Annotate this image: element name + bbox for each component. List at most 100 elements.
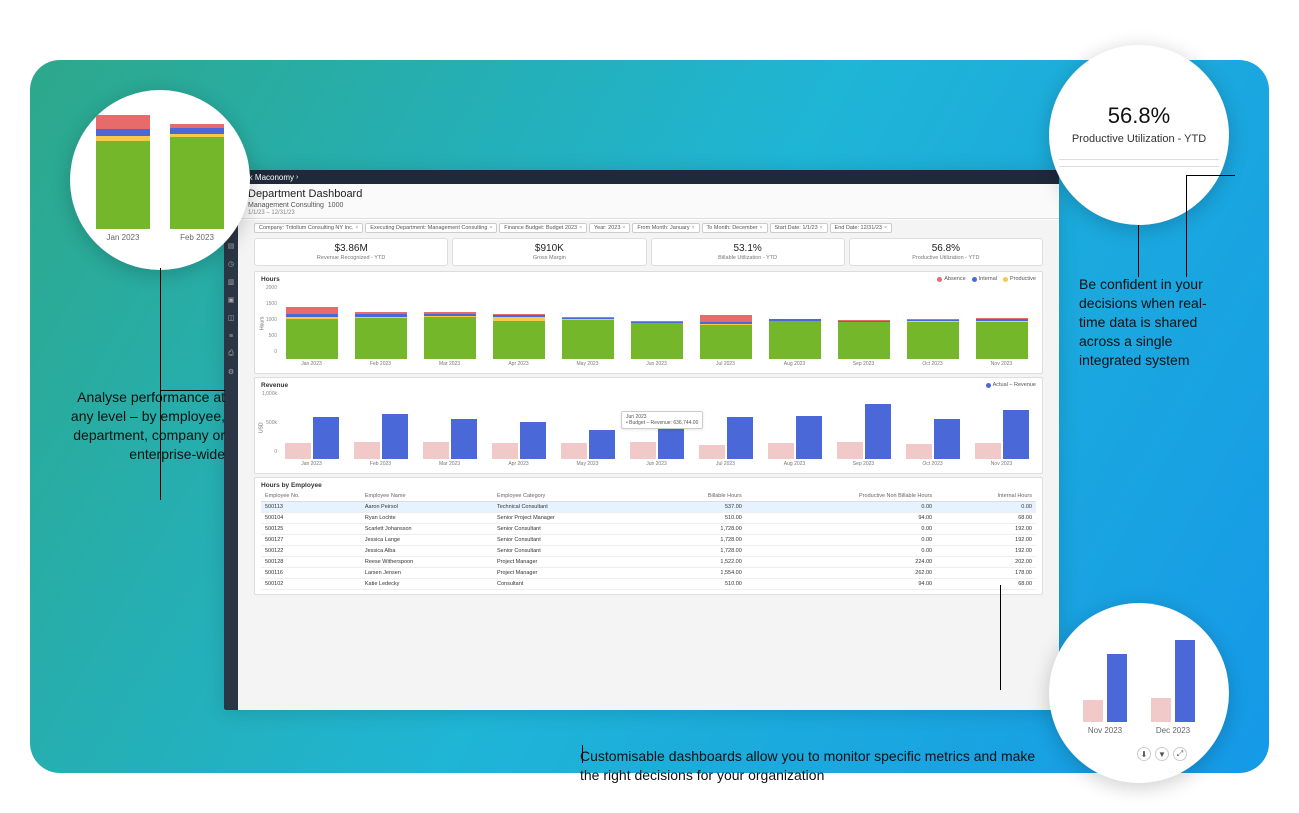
table-row[interactable]: 500102Katie LedeckyConsultant510.0094.00… — [261, 579, 1036, 590]
x-label: Jan 2023 — [301, 361, 322, 367]
chart-bar-column[interactable]: Jan 2023 — [279, 417, 344, 467]
table-header[interactable]: Employee No. — [261, 491, 361, 502]
table-header[interactable]: Billable Hours — [647, 491, 745, 502]
chart-bar-column[interactable]: Aug 2023 — [762, 416, 827, 467]
chart-toolbar: ⬇ ▼ ⤢ — [1137, 747, 1187, 761]
chart-bar-column[interactable]: Feb 2023 — [348, 312, 413, 367]
callout-bar: Feb 2023 — [170, 124, 224, 242]
stacked-bar — [355, 312, 407, 359]
table-row[interactable]: 500113Aaron PeirsolTechnical Consultant5… — [261, 502, 1036, 513]
filter-chip[interactable]: To Month: December× — [702, 223, 768, 233]
chart-bar-column[interactable]: Aug 2023 — [762, 319, 827, 367]
table-row[interactable]: 500104Ryan LochteSenior Project Manager5… — [261, 513, 1036, 524]
close-icon[interactable]: × — [820, 225, 823, 231]
print-icon[interactable]: ⎙ — [227, 350, 235, 358]
x-label: Feb 2023 — [370, 361, 391, 367]
stacked-bar — [424, 312, 476, 359]
x-label: Jun 2023 — [646, 461, 667, 467]
legend-item: Productive — [1003, 276, 1036, 282]
filter-chip[interactable]: From Month: January× — [632, 223, 699, 233]
hours-legend: AbsenceInternalProductive — [937, 276, 1036, 282]
download-icon[interactable]: ⬇ — [1137, 747, 1151, 761]
chart-bar-column[interactable]: Jul 2023 — [693, 315, 758, 367]
chart-bar-column[interactable]: Oct 2023 — [900, 319, 965, 367]
x-label: Jul 2023 — [716, 461, 735, 467]
filter-chip[interactable]: Year: 2023× — [589, 223, 630, 233]
filter-chip[interactable]: End Date: 12/31/23× — [830, 223, 892, 233]
close-icon[interactable]: × — [622, 225, 625, 231]
table-header[interactable]: Internal Hours — [936, 491, 1036, 502]
table-row[interactable]: 500127Jessica LangeSenior Consultant1,72… — [261, 535, 1036, 546]
chart-bar-column[interactable]: Mar 2023 — [417, 312, 482, 367]
kpi-card[interactable]: 53.1%Billable Utilization - YTD — [651, 238, 845, 266]
table-header[interactable]: Productive Non Billable Hours — [746, 491, 936, 502]
chart-bar-column[interactable]: May 2023 — [555, 317, 620, 367]
kpi-card[interactable]: $910KGross Margin — [452, 238, 646, 266]
chart-bar-column[interactable]: Jun 2023 — [624, 321, 689, 367]
connector-line — [160, 390, 161, 500]
kpi-value: $910K — [457, 243, 641, 254]
chart-bar-column[interactable]: Nov 2023 — [969, 318, 1034, 367]
chart-bar-column[interactable]: Apr 2023 — [486, 422, 551, 467]
divider — [1059, 166, 1219, 167]
grouped-bars — [417, 419, 482, 459]
x-label: Jul 2023 — [716, 361, 735, 367]
chart-bar-column[interactable]: Oct 2023 — [900, 419, 965, 467]
kpi-card[interactable]: $3.86MRevenue Recognized - YTD — [254, 238, 448, 266]
page-title: Department Dashboard — [248, 188, 1049, 200]
chart-bar-column[interactable]: Sep 2023 — [831, 320, 896, 367]
chart-bar-column[interactable]: Jun 2023 — [624, 424, 689, 467]
filter-chip[interactable]: Start Date: 1/1/23× — [770, 223, 828, 233]
x-label: Nov 2023 — [991, 461, 1012, 467]
revenue-panel: Revenue Actual – Revenue 1,000k500k0 USD… — [254, 377, 1043, 474]
chart-bar-column[interactable]: Apr 2023 — [486, 314, 551, 367]
stacked-bar — [493, 314, 545, 359]
kpi-card[interactable]: 56.8%Productive Utilization - YTD — [849, 238, 1043, 266]
chart-bar-column[interactable]: Mar 2023 — [417, 419, 482, 467]
filter-chip[interactable]: Finance Budget: Budget 2023× — [499, 223, 587, 233]
close-icon[interactable]: × — [489, 225, 492, 231]
filter-icon[interactable]: ▼ — [1155, 747, 1169, 761]
gear-icon[interactable]: ⚙ — [227, 368, 235, 376]
close-icon[interactable]: × — [692, 225, 695, 231]
hours-title: Hours — [261, 276, 1036, 283]
table-row[interactable]: 500128Reese WitherspoonProject Manager1,… — [261, 557, 1036, 568]
chart-bar-column[interactable]: Nov 2023 — [969, 410, 1034, 467]
close-icon[interactable]: × — [760, 225, 763, 231]
folder-icon[interactable]: ▣ — [227, 296, 235, 304]
connector-line — [160, 268, 161, 390]
grouped-bars — [831, 404, 896, 459]
expand-icon[interactable]: ⤢ — [1173, 747, 1187, 761]
hours-panel: Hours AbsenceInternalProductive 20001500… — [254, 271, 1043, 374]
x-label: Apr 2023 — [508, 461, 528, 467]
x-label: Apr 2023 — [508, 361, 528, 367]
chart-tooltip: Jun 2023 • Budget – Revenue: 636,744.00 — [621, 411, 703, 429]
x-label: Aug 2023 — [784, 361, 805, 367]
kpi-value: 53.1% — [656, 243, 840, 254]
stacked-bar — [700, 315, 752, 359]
table-row[interactable]: 500125Scarlett JohanssonSenior Consultan… — [261, 524, 1036, 535]
chart-bar-column[interactable]: Jan 2023 — [279, 307, 344, 367]
x-label: Sep 2023 — [853, 361, 874, 367]
chart-bar-column[interactable]: Feb 2023 — [348, 414, 413, 467]
graph-icon[interactable]: ◫ — [227, 314, 235, 322]
close-icon[interactable]: × — [579, 225, 582, 231]
close-icon[interactable]: × — [884, 225, 887, 231]
chart-bar-column[interactable]: Sep 2023 — [831, 404, 896, 467]
close-icon[interactable]: × — [355, 225, 358, 231]
chart-bar-column[interactable]: May 2023 — [555, 430, 620, 467]
callout-bar: Nov 2023 — [1083, 654, 1127, 735]
table-header[interactable]: Employee Category — [493, 491, 647, 502]
table-header[interactable]: Employee Name — [361, 491, 493, 502]
doc-icon[interactable]: ▥ — [227, 278, 235, 286]
table-row[interactable]: 500116Larsen JensenProject Manager1,554.… — [261, 568, 1036, 579]
list-icon[interactable]: ≡ — [227, 332, 235, 340]
table-row[interactable]: 500122Jessica AlbaSenior Consultant1,728… — [261, 546, 1036, 557]
filter-chip[interactable]: Company: Tritollum Consulting NY Inc.× — [254, 223, 363, 233]
filter-chip[interactable]: Executing Department: Management Consult… — [365, 223, 497, 233]
stacked-bar — [838, 320, 890, 359]
kpi-big-label: Productive Utilization - YTD — [1072, 133, 1206, 145]
app-topbar: Deltek Maconomy › — [224, 170, 1059, 184]
x-label: Mar 2023 — [439, 361, 460, 367]
revenue-y-label: USD — [258, 422, 264, 433]
